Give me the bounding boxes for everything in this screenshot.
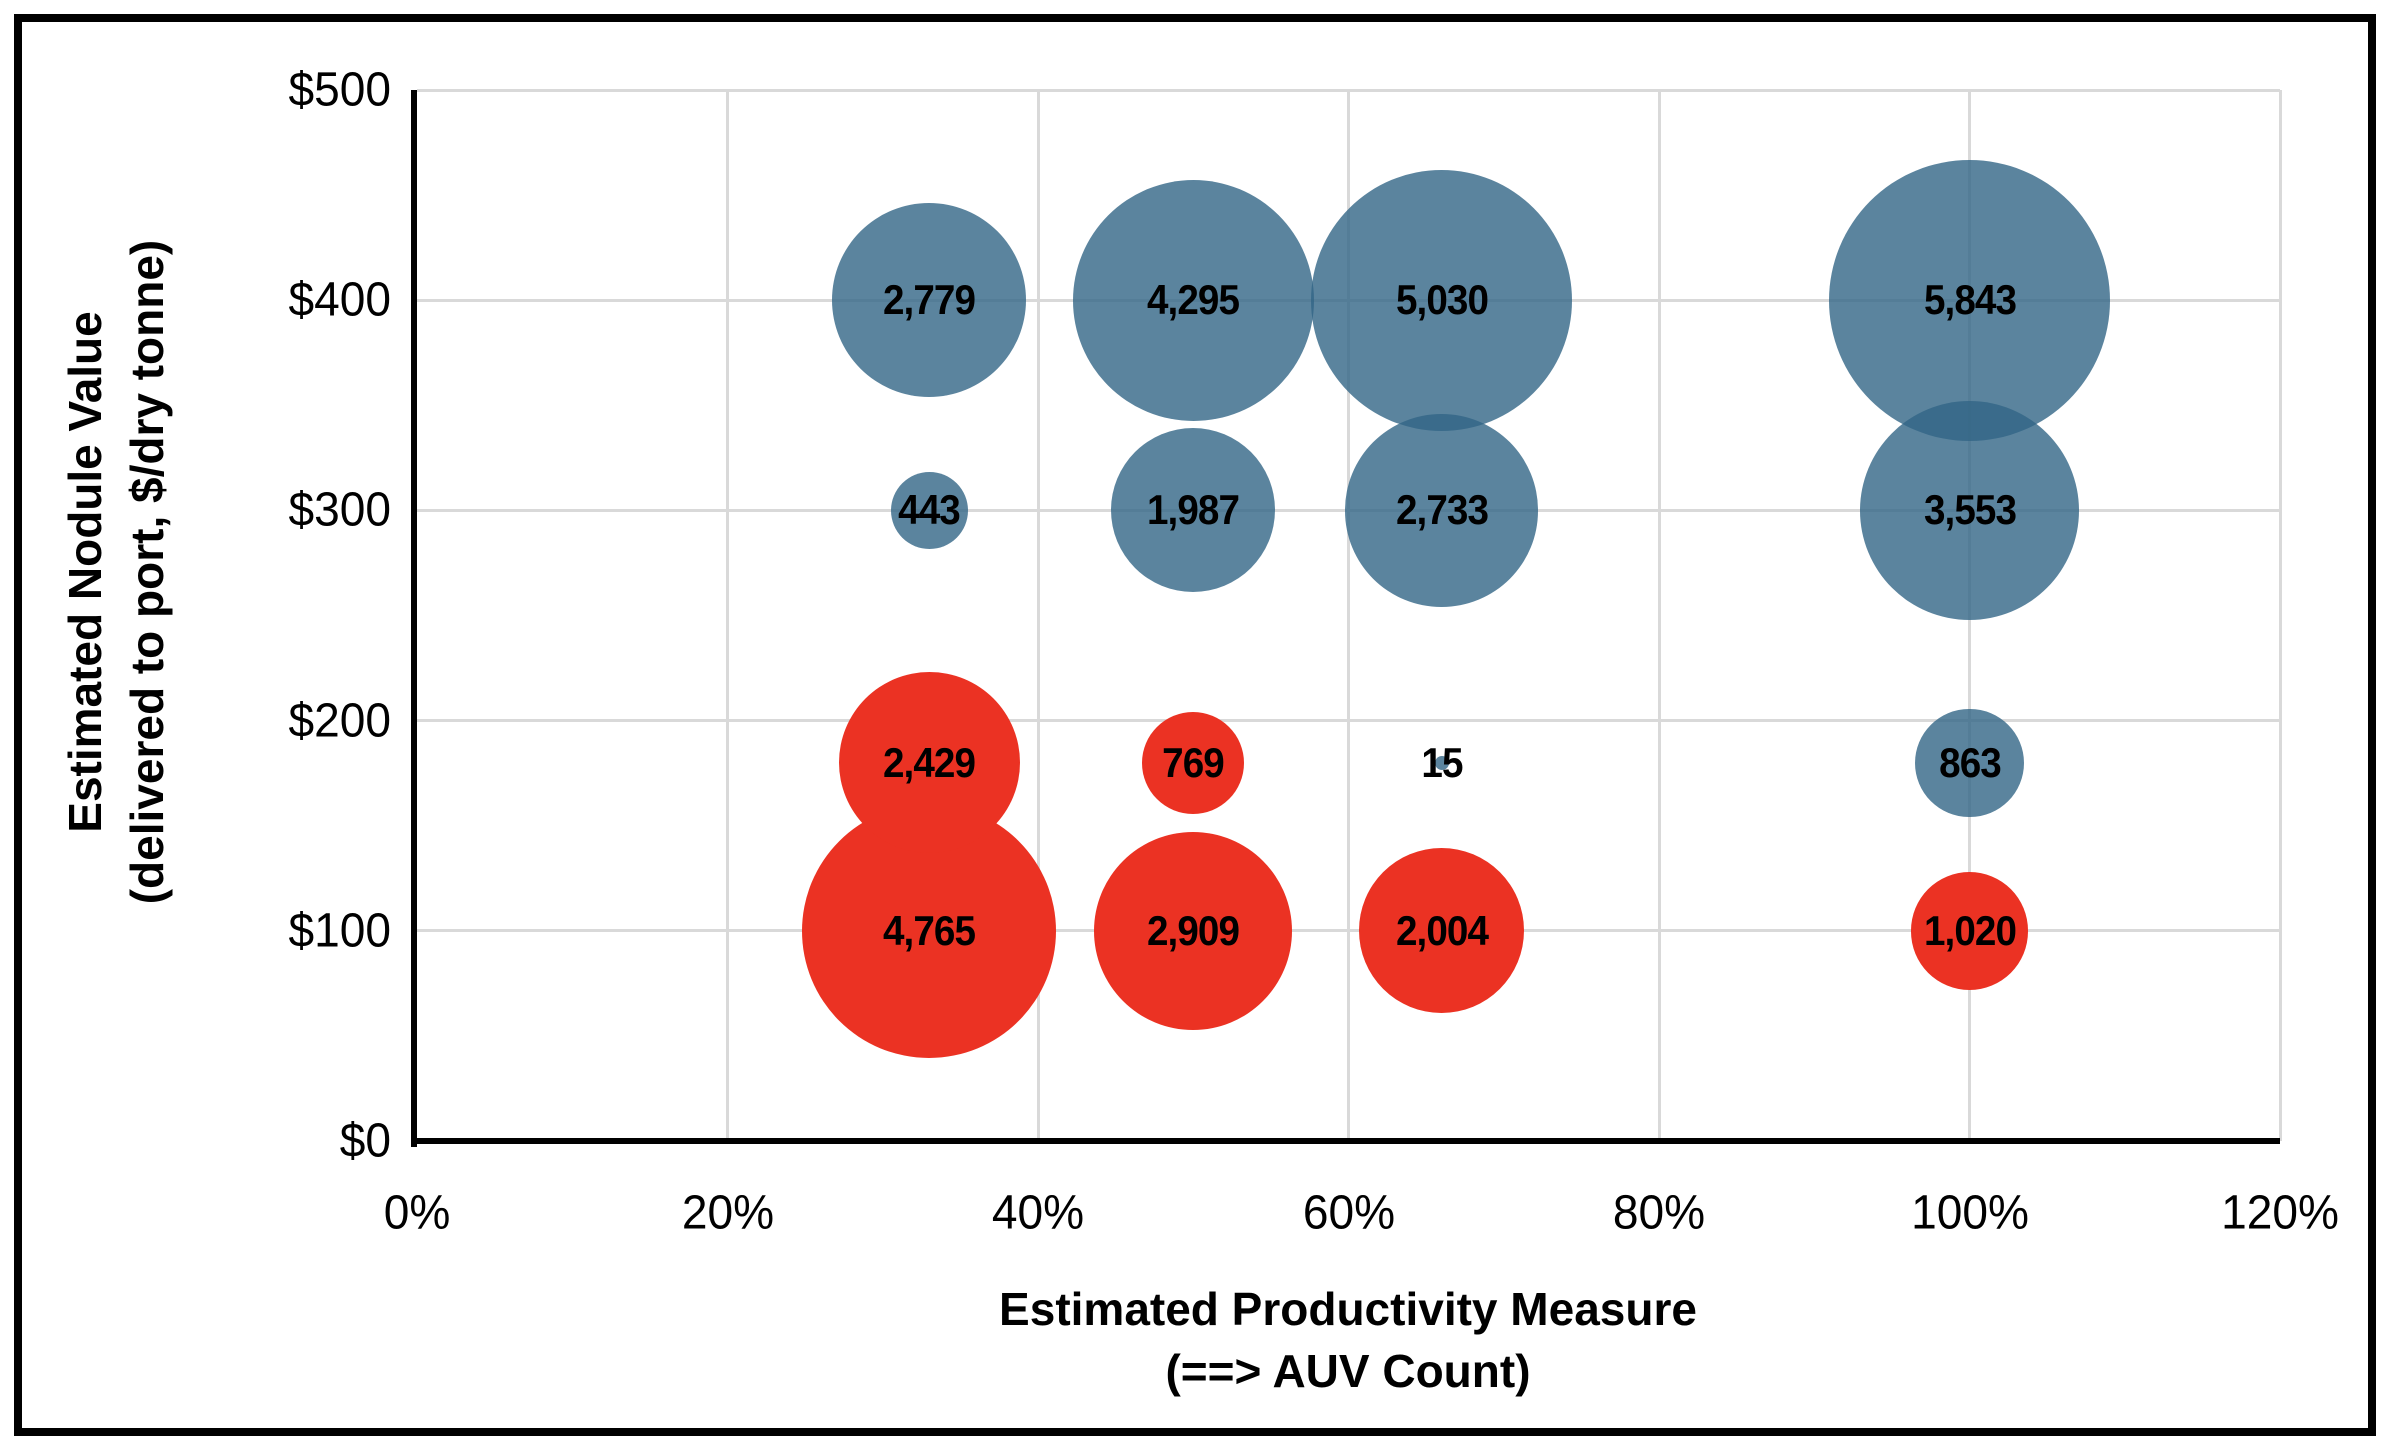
x-tick-label: 100% [1910, 1186, 2029, 1240]
data-label: 1,987 [1147, 486, 1240, 534]
y-axis-line [411, 90, 417, 1147]
y-tick-label: $500 [288, 63, 391, 117]
data-label: 5,843 [1923, 276, 2016, 324]
vertical-gridline [1347, 90, 1350, 1141]
x-tick-label: 0% [383, 1186, 451, 1240]
chart-border-frame [14, 14, 2376, 1436]
y-tick-label: $300 [288, 483, 391, 537]
y-tick-label: $400 [288, 273, 391, 327]
data-bubble [1859, 400, 2080, 621]
data-bubble [1111, 428, 1276, 593]
vertical-gridline [726, 90, 729, 1141]
data-bubble [1094, 831, 1293, 1031]
horizontal-gridline [417, 929, 2280, 933]
data-label: 2,733 [1395, 486, 1489, 534]
data-label: 443 [898, 486, 961, 534]
data-label: 2,909 [1147, 906, 1240, 954]
data-label: 5,030 [1395, 276, 1489, 324]
data-label: 2,429 [883, 738, 976, 786]
data-label: 1,020 [1923, 906, 2016, 954]
data-bubble [1915, 708, 2024, 817]
data-label: 2,779 [883, 276, 976, 324]
x-axis-title-line1: Estimated Productivity Measure [999, 1283, 1697, 1335]
x-axis-title: Estimated Productivity Measure (==> AUV … [999, 1278, 1697, 1402]
data-label: 4,295 [1147, 276, 1240, 324]
vertical-gridline [2278, 90, 2282, 1141]
x-tick-label: 60% [1302, 1186, 1395, 1240]
data-label: 3,553 [1923, 486, 2016, 534]
data-bubble [1142, 711, 1245, 814]
data-bubble [1311, 169, 1573, 431]
vertical-gridline [1036, 90, 1040, 1141]
horizontal-gridline [417, 88, 2280, 92]
data-label: 4,765 [883, 906, 976, 954]
y-tick-label: $100 [288, 904, 391, 958]
vertical-gridline [1657, 90, 1661, 1141]
data-bubble [1072, 179, 1314, 421]
data-bubble [1434, 755, 1449, 770]
data-bubble [1345, 414, 1538, 607]
data-bubble [1828, 159, 2111, 441]
data-bubble [838, 671, 1020, 854]
y-tick-label: $200 [288, 694, 391, 748]
x-tick-label: 40% [991, 1186, 1085, 1240]
x-tick-label: 80% [1612, 1186, 1706, 1240]
y-tick-label: $0 [339, 1114, 391, 1168]
data-bubble [890, 471, 969, 550]
horizontal-gridline [417, 719, 2280, 723]
x-axis-line [411, 1138, 2280, 1144]
data-label: 769 [1162, 738, 1225, 786]
data-bubble [832, 203, 1027, 398]
data-label: 15 [1421, 738, 1463, 786]
data-bubble [1359, 848, 1524, 1014]
data-label: 2,004 [1395, 906, 1489, 954]
x-tick-label: 20% [681, 1186, 774, 1240]
x-axis-title-line2: (==> AUV Count) [1165, 1345, 1531, 1397]
x-tick-label: 120% [2221, 1186, 2339, 1240]
data-bubble [1910, 872, 2029, 990]
data-label: 863 [1938, 738, 2002, 786]
